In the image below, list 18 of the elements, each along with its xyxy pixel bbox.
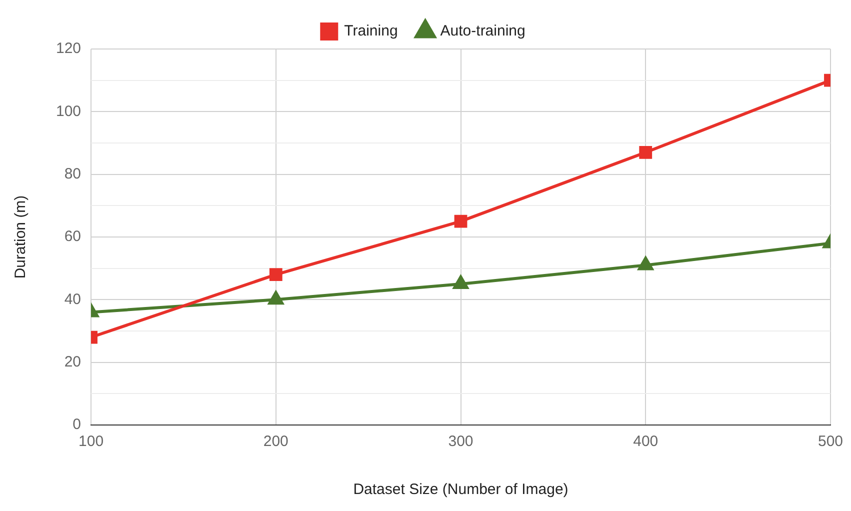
x-tick-label: 100 xyxy=(78,433,104,450)
y-tick-label: 120 xyxy=(56,40,82,58)
legend-label: Auto-training xyxy=(440,22,526,40)
y-tick-label: 60 xyxy=(64,228,82,246)
y-tick-label: 100 xyxy=(56,102,82,120)
legend-label: Training xyxy=(344,22,398,40)
y-tick-label: 0 xyxy=(72,416,82,434)
x-tick-label: 200 xyxy=(263,433,288,450)
point xyxy=(453,276,468,289)
y-axis-title: Duration (m) xyxy=(12,195,30,279)
y-tick-label: 40 xyxy=(64,290,82,308)
x-axis-title: Dataset Size (Number of Image) xyxy=(353,481,568,498)
y-tick-label: 20 xyxy=(64,353,82,370)
x-tick-label: 300 xyxy=(448,433,474,450)
x-tick-label: 500 xyxy=(818,433,843,450)
point xyxy=(454,214,468,228)
y-tick-label: 80 xyxy=(64,165,82,182)
x-tick-label: 400 xyxy=(633,433,658,450)
